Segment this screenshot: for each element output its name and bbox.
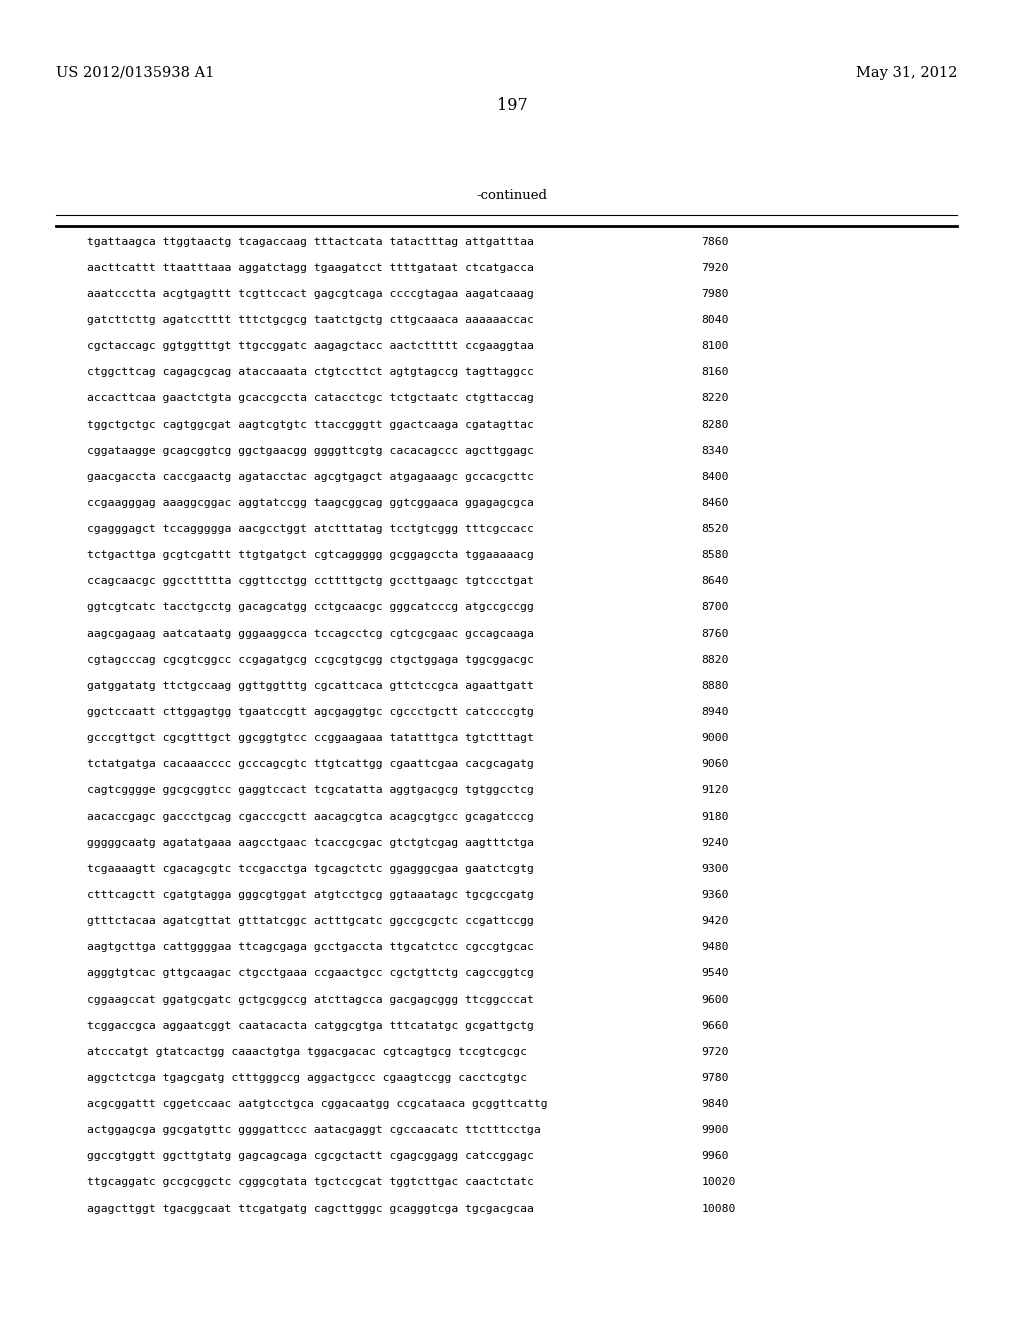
Text: 9180: 9180 (701, 812, 729, 821)
Text: ggccgtggtt ggcttgtatg gagcagcaga cgcgctactt cgagcggagg catccggagc: ggccgtggtt ggcttgtatg gagcagcaga cgcgcta… (87, 1151, 534, 1162)
Text: 9480: 9480 (701, 942, 729, 952)
Text: gatcttcttg agatcctttt tttctgcgcg taatctgctg cttgcaaaca aaaaaaccac: gatcttcttg agatcctttt tttctgcgcg taatctg… (87, 315, 534, 325)
Text: 8820: 8820 (701, 655, 729, 665)
Text: cagtcgggge ggcgcggtcc gaggtccact tcgcatatta aggtgacgcg tgtggcctcg: cagtcgggge ggcgcggtcc gaggtccact tcgcata… (87, 785, 534, 796)
Text: 8220: 8220 (701, 393, 729, 404)
Text: tgattaagca ttggtaactg tcagaccaag tttactcata tatactttag attgatttaa: tgattaagca ttggtaactg tcagaccaag tttactc… (87, 236, 534, 247)
Text: aagtgcttga cattggggaa ttcagcgaga gcctgaccta ttgcatctcc cgccgtgcac: aagtgcttga cattggggaa ttcagcgaga gcctgac… (87, 942, 534, 952)
Text: ccgaagggag aaaggcggac aggtatccgg taagcggcag ggtcggaaca ggagagcgca: ccgaagggag aaaggcggac aggtatccgg taagcgg… (87, 498, 534, 508)
Text: 8520: 8520 (701, 524, 729, 535)
Text: agagcttggt tgacggcaat ttcgatgatg cagcttgggc gcagggtcga tgcgacgcaa: agagcttggt tgacggcaat ttcgatgatg cagcttg… (87, 1204, 534, 1213)
Text: 9060: 9060 (701, 759, 729, 770)
Text: 9660: 9660 (701, 1020, 729, 1031)
Text: ctttcagctt cgatgtagga gggcgtggat atgtcctgcg ggtaaatagc tgcgccgatg: ctttcagctt cgatgtagga gggcgtggat atgtcct… (87, 890, 534, 900)
Text: 7860: 7860 (701, 236, 729, 247)
Text: US 2012/0135938 A1: US 2012/0135938 A1 (56, 66, 215, 79)
Text: 9300: 9300 (701, 863, 729, 874)
Text: cggataagge gcagcggtcg ggctgaacgg ggggttcgtg cacacagccc agcttggagc: cggataagge gcagcggtcg ggctgaacgg ggggttc… (87, 446, 534, 455)
Text: gggggcaatg agatatgaaa aagcctgaac tcaccgcgac gtctgtcgag aagtttctga: gggggcaatg agatatgaaa aagcctgaac tcaccgc… (87, 838, 534, 847)
Text: 9000: 9000 (701, 733, 729, 743)
Text: ttgcaggatc gccgcggctc cgggcgtata tgctccgcat tggtcttgac caactctatc: ttgcaggatc gccgcggctc cgggcgtata tgctccg… (87, 1177, 534, 1188)
Text: 9780: 9780 (701, 1073, 729, 1082)
Text: cgctaccagc ggtggtttgt ttgccggatc aagagctacc aactcttttt ccgaaggtaa: cgctaccagc ggtggtttgt ttgccggatc aagagct… (87, 341, 534, 351)
Text: gatggatatg ttctgccaag ggttggtttg cgcattcaca gttctccgca agaattgatt: gatggatatg ttctgccaag ggttggtttg cgcattc… (87, 681, 534, 690)
Text: tggctgctgc cagtggcgat aagtcgtgtc ttaccgggtt ggactcaaga cgatagttac: tggctgctgc cagtggcgat aagtcgtgtc ttaccgg… (87, 420, 534, 429)
Text: tctatgatga cacaaacccc gcccagcgtc ttgtcattgg cgaattcgaa cacgcagatg: tctatgatga cacaaacccc gcccagcgtc ttgtcat… (87, 759, 534, 770)
Text: 10080: 10080 (701, 1204, 736, 1213)
Text: aagcgagaag aatcataatg gggaaggcca tccagcctcg cgtcgcgaac gccagcaaga: aagcgagaag aatcataatg gggaaggcca tccagcc… (87, 628, 534, 639)
Text: ggctccaatt cttggagtgg tgaatccgtt agcgaggtgc cgccctgctt catccccgtg: ggctccaatt cttggagtgg tgaatccgtt agcgagg… (87, 708, 534, 717)
Text: aacaccgagc gaccctgcag cgacccgctt aacagcgtca acagcgtgcc gcagatcccg: aacaccgagc gaccctgcag cgacccgctt aacagcg… (87, 812, 534, 821)
Text: acgcggattt cggetccaac aatgtcctgca cggacaatgg ccgcataaca gcggttcattg: acgcggattt cggetccaac aatgtcctgca cggaca… (87, 1100, 548, 1109)
Text: 9900: 9900 (701, 1125, 729, 1135)
Text: 8700: 8700 (701, 602, 729, 612)
Text: 8640: 8640 (701, 577, 729, 586)
Text: gtttctacaa agatcgttat gtttatcggc actttgcatc ggccgcgctc ccgattccgg: gtttctacaa agatcgttat gtttatcggc actttgc… (87, 916, 534, 927)
Text: 9540: 9540 (701, 969, 729, 978)
Text: 8880: 8880 (701, 681, 729, 690)
Text: tcggaccgca aggaatcggt caatacacta catggcgtga tttcatatgc gcgattgctg: tcggaccgca aggaatcggt caatacacta catggcg… (87, 1020, 534, 1031)
Text: aggctctcga tgagcgatg ctttgggccg aggactgccc cgaagtccgg cacctcgtgc: aggctctcga tgagcgatg ctttgggccg aggactgc… (87, 1073, 527, 1082)
Text: gcccgttgct cgcgtttgct ggcggtgtcc ccggaagaaa tatatttgca tgtctttagt: gcccgttgct cgcgtttgct ggcggtgtcc ccggaag… (87, 733, 534, 743)
Text: 8280: 8280 (701, 420, 729, 429)
Text: 9960: 9960 (701, 1151, 729, 1162)
Text: May 31, 2012: May 31, 2012 (856, 66, 957, 79)
Text: 7980: 7980 (701, 289, 729, 298)
Text: 8340: 8340 (701, 446, 729, 455)
Text: 8040: 8040 (701, 315, 729, 325)
Text: 10020: 10020 (701, 1177, 736, 1188)
Text: 9240: 9240 (701, 838, 729, 847)
Text: 9360: 9360 (701, 890, 729, 900)
Text: tcgaaaagtt cgacagcgtc tccgacctga tgcagctctc ggagggcgaa gaatctcgtg: tcgaaaagtt cgacagcgtc tccgacctga tgcagct… (87, 863, 534, 874)
Text: atcccatgt gtatcactgg caaactgtga tggacgacac cgtcagtgcg tccgtcgcgc: atcccatgt gtatcactgg caaactgtga tggacgac… (87, 1047, 527, 1057)
Text: cgagggagct tccaggggga aacgcctggt atctttatag tcctgtcggg tttcgccacc: cgagggagct tccaggggga aacgcctggt atcttta… (87, 524, 534, 535)
Text: ctggcttcag cagagcgcag ataccaaata ctgtccttct agtgtagccg tagttaggcc: ctggcttcag cagagcgcag ataccaaata ctgtcct… (87, 367, 534, 378)
Text: 9420: 9420 (701, 916, 729, 927)
Text: 8760: 8760 (701, 628, 729, 639)
Text: -continued: -continued (476, 189, 548, 202)
Text: tctgacttga gcgtcgattt ttgtgatgct cgtcaggggg gcggagccta tggaaaaacg: tctgacttga gcgtcgattt ttgtgatgct cgtcagg… (87, 550, 534, 560)
Text: ggtcgtcatc tacctgcctg gacagcatgg cctgcaacgc gggcatcccg atgccgccgg: ggtcgtcatc tacctgcctg gacagcatgg cctgcaa… (87, 602, 534, 612)
Text: 8160: 8160 (701, 367, 729, 378)
Text: 8460: 8460 (701, 498, 729, 508)
Text: cgtagcccag cgcgtcggcc ccgagatgcg ccgcgtgcgg ctgctggaga tggcggacgc: cgtagcccag cgcgtcggcc ccgagatgcg ccgcgtg… (87, 655, 534, 665)
Text: 9720: 9720 (701, 1047, 729, 1057)
Text: 7920: 7920 (701, 263, 729, 273)
Text: 8400: 8400 (701, 471, 729, 482)
Text: 8100: 8100 (701, 341, 729, 351)
Text: agggtgtcac gttgcaagac ctgcctgaaa ccgaactgcc cgctgttctg cagccggtcg: agggtgtcac gttgcaagac ctgcctgaaa ccgaact… (87, 969, 534, 978)
Text: aaatccctta acgtgagttt tcgttccact gagcgtcaga ccccgtagaa aagatcaaag: aaatccctta acgtgagttt tcgttccact gagcgtc… (87, 289, 534, 298)
Text: 8940: 8940 (701, 708, 729, 717)
Text: accacttcaa gaactctgta gcaccgccta catacctcgc tctgctaatc ctgttaccag: accacttcaa gaactctgta gcaccgccta catacct… (87, 393, 534, 404)
Text: 9840: 9840 (701, 1100, 729, 1109)
Text: gaacgaccta caccgaactg agatacctac agcgtgagct atgagaaagc gccacgcttc: gaacgaccta caccgaactg agatacctac agcgtga… (87, 471, 534, 482)
Text: aacttcattt ttaatttaaa aggatctagg tgaagatcct ttttgataat ctcatgacca: aacttcattt ttaatttaaa aggatctagg tgaagat… (87, 263, 534, 273)
Text: 8580: 8580 (701, 550, 729, 560)
Text: 197: 197 (497, 98, 527, 114)
Text: 9600: 9600 (701, 994, 729, 1005)
Text: ccagcaacgc ggccttttta cggttcctgg ccttttgctg gccttgaagc tgtccctgat: ccagcaacgc ggccttttta cggttcctgg ccttttg… (87, 577, 534, 586)
Text: cggaagccat ggatgcgatc gctgcggccg atcttagcca gacgagcggg ttcggcccat: cggaagccat ggatgcgatc gctgcggccg atcttag… (87, 994, 534, 1005)
Text: actggagcga ggcgatgttc ggggattccc aatacgaggt cgccaacatc ttctttcctga: actggagcga ggcgatgttc ggggattccc aatacga… (87, 1125, 541, 1135)
Text: 9120: 9120 (701, 785, 729, 796)
